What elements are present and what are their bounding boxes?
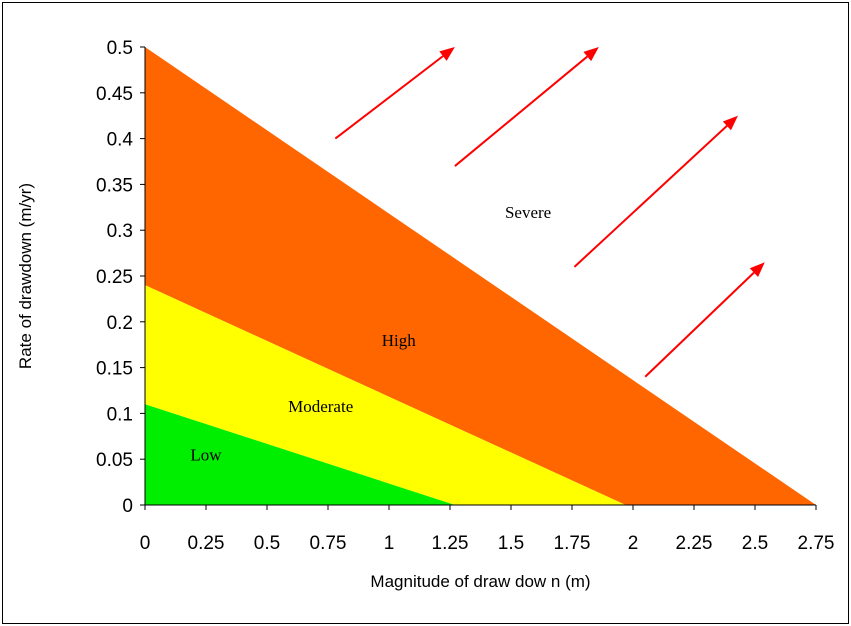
zone-high (145, 47, 816, 505)
zones-layer (145, 47, 816, 505)
y-tick-label: 0.5 (107, 38, 133, 59)
y-tick-label: 0.2 (107, 313, 133, 334)
x-tick-label: 2.5 (742, 533, 768, 554)
severity-arrow (334, 47, 455, 140)
severity-arrow (454, 47, 599, 167)
x-axis-title: Magnitude of draw dow n (m) (370, 572, 590, 591)
x-tick-label: 0.75 (310, 533, 347, 554)
y-tick-label: 0.15 (96, 359, 133, 380)
x-tick-label: 0 (140, 533, 151, 554)
severity-arrow (644, 262, 765, 378)
x-tick-label: 1.75 (554, 533, 591, 554)
zone-moderate (145, 285, 626, 505)
y-tick-label: 0.05 (96, 450, 133, 471)
y-tick-label: 0.45 (96, 84, 133, 105)
drawdown-severity-chart: 0 0.05 0.1 0.15 0.2 0.25 0.3 0.35 0.4 0.45 0.5 0 0.2… (16, 38, 834, 591)
y-tick-label: 0.25 (96, 267, 133, 288)
severity-arrow (573, 115, 738, 268)
x-tick-label: 2.75 (798, 533, 835, 554)
x-tick-label: 2 (628, 533, 639, 554)
tick-labels-layer: 0 0.05 0.1 0.15 0.2 0.25 0.3 0.35 0.4 0.45 0.5 0 0.2… (96, 38, 834, 554)
zone-low (145, 404, 455, 505)
x-tick-label: 1.5 (498, 533, 524, 554)
y-tick-label: 0.1 (107, 404, 133, 425)
y-tick-label: 0.3 (107, 221, 133, 242)
x-tick-label: 0.25 (188, 533, 225, 554)
x-tick-label: 1.25 (432, 533, 469, 554)
zone-label-severe: Severe (505, 203, 551, 222)
zone-label-low: Low (190, 446, 222, 465)
zone-label-high: High (382, 331, 417, 350)
y-tick-label: 0.4 (107, 130, 134, 151)
y-tick-label: 0.35 (96, 175, 133, 196)
zone-labels-layer: Severe High Moderate Low (190, 203, 551, 465)
y-tick-label: 0 (122, 496, 133, 517)
x-tick-label: 0.5 (254, 533, 280, 554)
arrows-layer (334, 47, 765, 378)
x-tick-label: 1 (384, 533, 395, 554)
x-tick-label: 2.25 (676, 533, 713, 554)
zone-label-moderate: Moderate (288, 397, 353, 416)
y-axis-title: Rate of drawdown (m/yr) (16, 183, 35, 369)
